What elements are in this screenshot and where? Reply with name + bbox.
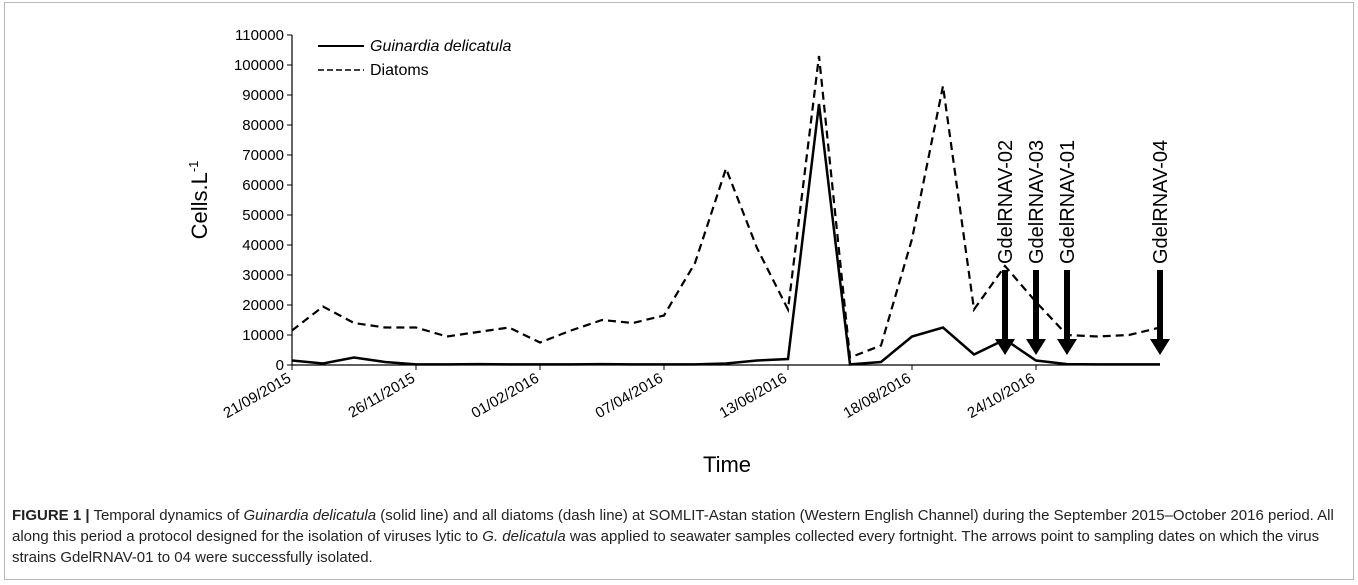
y-tick-label: 60000: [242, 177, 284, 194]
x-tick-label: 07/04/2016: [592, 370, 666, 422]
arrow-head: [995, 339, 1015, 355]
legend: Guinardia delicatula Diatoms: [318, 38, 512, 79]
caption-part: Guinardia delicatula: [243, 507, 377, 524]
arrow-head: [1150, 339, 1170, 355]
arrow-label: GdelRNAV-04: [1150, 140, 1172, 264]
arrow-head: [1026, 339, 1046, 355]
x-axis-label: Time: [703, 452, 751, 477]
legend-label: Guinardia delicatula: [370, 38, 512, 55]
y-tick-label: 110000: [235, 27, 284, 44]
x-tick-label: 01/02/2016: [468, 370, 542, 422]
x-tick-label: 13/06/2016: [716, 370, 790, 422]
y-tick-label: 90000: [242, 87, 284, 104]
y-axis-label-main: Cells.L: [187, 172, 212, 239]
arrow-head: [1057, 339, 1077, 355]
line-chart: 0 10000 20000 30000 40000 50000 60000 70000 8000…: [186, 27, 1172, 477]
y-tick-label: 20000: [242, 297, 284, 314]
caption-part: Temporal dynamics of: [89, 507, 244, 524]
y-tick-label: 10000: [242, 327, 284, 344]
isolation-arrows: GdelRNAV-02 GdelRNAV-03 GdelRNAV-01 GdelRNA…: [995, 140, 1172, 355]
y-tick-labels: 0 10000 20000 30000 40000 50000 60000 70000 8000…: [234, 27, 292, 374]
caption-part: was applied to seawater samples collecte…: [12, 528, 1320, 566]
y-tick-label: 100000: [234, 57, 284, 74]
x-tick-label: 21/09/2015: [220, 370, 294, 422]
figure-frame: [4, 2, 1354, 580]
y-axis-label: Cells.L-1: [186, 161, 212, 240]
arrow-label: GdelRNAV-02: [995, 140, 1017, 264]
arrow-gdelrnav-03: GdelRNAV-03: [1026, 140, 1048, 355]
y-axis-label-superscript: -1: [186, 161, 201, 173]
x-tick-label: 24/10/2016: [964, 370, 1038, 422]
x-tick-label: 18/08/2016: [840, 370, 914, 422]
caption-label: FIGURE 1 |: [12, 507, 90, 524]
arrow-label: GdelRNAV-03: [1026, 140, 1048, 264]
legend-label: Diatoms: [370, 62, 429, 79]
caption-part: (solid line) and all diatoms (dash line)…: [12, 507, 1334, 545]
y-tick-label: 70000: [242, 147, 284, 164]
series-line-diatoms: [291, 55, 1161, 360]
arrow-gdelrnav-01: GdelRNAV-01: [1057, 140, 1079, 355]
arrow-gdelrnav-02: GdelRNAV-02: [995, 140, 1017, 355]
arrow-gdelrnav-04: GdelRNAV-04: [1150, 140, 1172, 355]
figure-caption: FIGURE 1 | Temporal dynamics of Guinardi…: [12, 505, 1347, 568]
arrow-label: GdelRNAV-01: [1057, 140, 1079, 264]
x-tick-label: 26/11/2015: [345, 370, 418, 422]
y-tick-label: 80000: [242, 117, 284, 134]
y-tick-label: 40000: [242, 237, 284, 254]
y-tick-label: 30000: [242, 267, 284, 284]
series-line-guinardia: [291, 103, 1160, 366]
y-tick-label: 0: [276, 357, 284, 374]
series-lines: [291, 55, 1161, 366]
x-tick-labels: 21/09/2015 26/11/2015 01/02/2016 07/04/2016…: [220, 365, 1038, 422]
y-tick-label: 50000: [242, 207, 284, 224]
caption-text: Temporal dynamics of Guinardia delicatul…: [12, 507, 1334, 566]
caption-part: G. delicatula: [482, 528, 566, 545]
